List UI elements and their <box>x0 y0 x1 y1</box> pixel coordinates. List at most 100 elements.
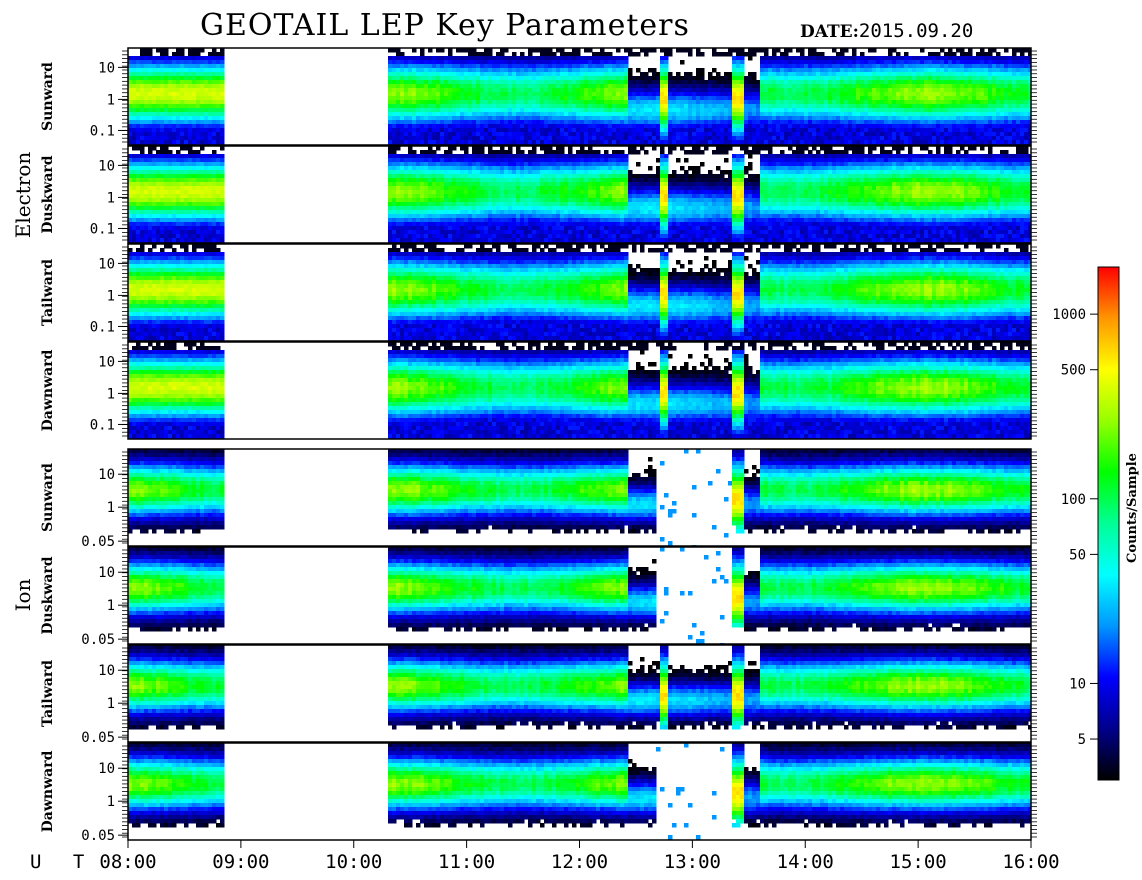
heatmap-cell <box>808 140 813 145</box>
heatmap-cell <box>148 230 153 235</box>
heatmap-cell <box>156 124 161 129</box>
heatmap-cell <box>496 104 501 109</box>
heatmap-cell <box>556 108 561 113</box>
heatmap-cell <box>656 120 661 125</box>
heatmap-cell <box>980 100 985 105</box>
heatmap-cell <box>664 56 669 61</box>
heatmap-cell <box>484 100 489 105</box>
heatmap-cell <box>644 104 649 109</box>
heatmap-cell <box>1016 72 1021 77</box>
heatmap-cell <box>952 112 957 117</box>
heatmap-cell <box>136 222 141 227</box>
heatmap-cell <box>928 56 933 61</box>
heatmap-cell <box>708 104 713 109</box>
heatmap-cell <box>584 136 589 141</box>
heatmap-cell <box>712 128 717 133</box>
spectrogram-panels: 1010.1Sunward1010.1Duskward1010.1Tailwar… <box>11 47 1037 844</box>
heatmap-cell <box>920 140 925 145</box>
heatmap-cell <box>500 120 505 125</box>
heatmap-cell <box>492 116 497 121</box>
heatmap-cell <box>456 64 461 69</box>
heatmap-cell <box>436 104 441 109</box>
heatmap-cell <box>684 92 689 97</box>
heatmap-cell <box>980 68 985 73</box>
heatmap-cell <box>1020 136 1025 141</box>
heatmap-cell <box>188 80 193 85</box>
heatmap-cell <box>436 108 441 113</box>
heatmap-cell <box>220 146 225 151</box>
heatmap-cell <box>804 56 809 61</box>
heatmap-cell <box>804 112 809 117</box>
heatmap-cell <box>400 120 405 125</box>
heatmap-cell <box>196 206 201 211</box>
heatmap-cell <box>660 96 665 101</box>
heatmap-cell <box>804 108 809 113</box>
heatmap-cell <box>1004 96 1009 101</box>
heatmap-cell <box>888 140 893 145</box>
heatmap-cell <box>820 76 825 81</box>
heatmap-cell <box>1020 76 1025 81</box>
heatmap-cell <box>628 72 633 77</box>
heatmap-cell <box>576 120 581 125</box>
heatmap-cell <box>760 128 765 133</box>
heatmap-cell <box>932 52 937 57</box>
heatmap-cell <box>536 72 541 77</box>
heatmap-cell <box>528 88 533 93</box>
heatmap-cell <box>780 88 785 93</box>
heatmap-cell <box>508 100 513 105</box>
heatmap-cell <box>736 128 741 133</box>
heatmap-cell <box>532 84 537 89</box>
heatmap-cell <box>188 146 193 151</box>
heatmap-cell <box>556 60 561 65</box>
heatmap-cell <box>952 80 957 85</box>
heatmap-cell <box>764 60 769 65</box>
heatmap-cell <box>932 88 937 93</box>
heatmap-cell <box>204 136 209 141</box>
heatmap-cell <box>920 116 925 121</box>
heatmap-cell <box>1016 100 1021 105</box>
heatmap-cell <box>720 140 725 145</box>
heatmap-cell <box>744 124 749 129</box>
heatmap-cell <box>700 128 705 133</box>
heatmap-cell <box>164 206 169 211</box>
heatmap-cell <box>872 84 877 89</box>
heatmap-cell <box>184 80 189 85</box>
heatmap-cell <box>220 166 225 171</box>
heatmap-cell <box>800 100 805 105</box>
heatmap-cell <box>940 72 945 77</box>
heatmap-cell <box>696 112 701 117</box>
heatmap-cell <box>912 64 917 69</box>
heatmap-cell <box>792 96 797 101</box>
heatmap-cell <box>796 80 801 85</box>
heatmap-cell <box>180 80 185 85</box>
heatmap-cell <box>996 52 1001 57</box>
heatmap-cell <box>708 128 713 133</box>
heatmap-cell <box>808 132 813 137</box>
heatmap-cell <box>652 48 657 53</box>
heatmap-cell <box>804 92 809 97</box>
heatmap-cell <box>644 124 649 129</box>
heatmap-cell <box>984 64 989 69</box>
heatmap-cell <box>908 56 913 61</box>
heatmap-cell <box>408 60 413 65</box>
heatmap-cell <box>676 120 681 125</box>
heatmap-cell <box>972 116 977 121</box>
heatmap-cell <box>660 76 665 81</box>
heatmap-cell <box>620 96 625 101</box>
heatmap-cell <box>192 190 197 195</box>
heatmap-cell <box>412 104 417 109</box>
heatmap-cell <box>972 76 977 81</box>
heatmap-cell <box>968 112 973 117</box>
heatmap-cell <box>988 80 993 85</box>
heatmap-cell <box>436 112 441 117</box>
heatmap-cell <box>196 48 201 53</box>
heatmap-cell <box>744 100 749 105</box>
heatmap-cell <box>824 128 829 133</box>
heatmap-cell <box>480 140 485 145</box>
heatmap-cell <box>140 182 145 187</box>
heatmap-cell <box>140 178 145 183</box>
heatmap-cell <box>132 202 137 207</box>
heatmap-cell <box>200 234 205 239</box>
heatmap-cell <box>156 194 161 199</box>
heatmap-cell <box>912 124 917 129</box>
